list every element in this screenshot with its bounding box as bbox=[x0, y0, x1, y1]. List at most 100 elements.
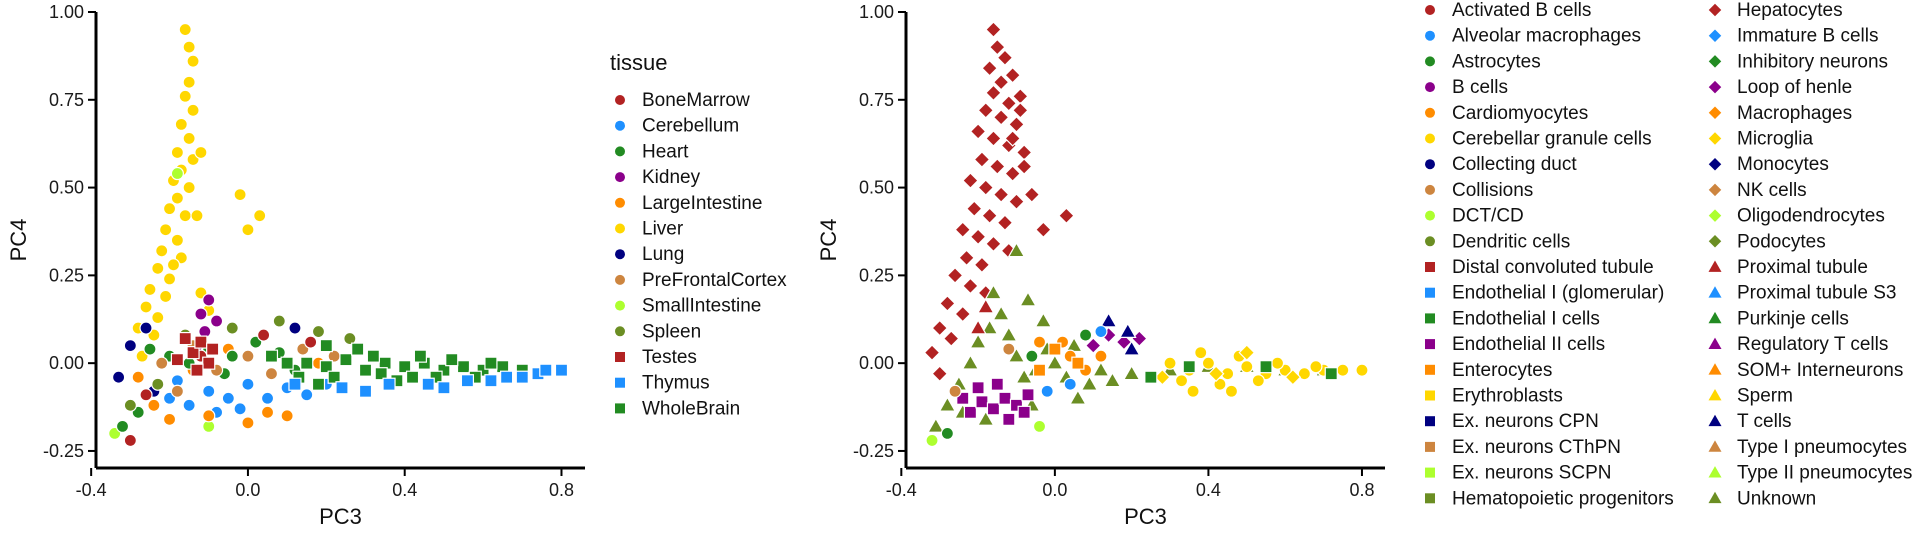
data-point-0-22 bbox=[143, 282, 157, 297]
y-tick-label: 0.75 bbox=[859, 90, 894, 110]
data-point-12-4 bbox=[460, 374, 475, 388]
data-point-3-2 bbox=[209, 314, 224, 328]
data-point-0-41 bbox=[1023, 186, 1041, 203]
data-point-0-24 bbox=[139, 300, 153, 314]
data-point-11-19 bbox=[351, 342, 365, 356]
legend-key-cardiomyocytes bbox=[1425, 107, 1435, 118]
data-point-1-31 bbox=[1034, 312, 1053, 328]
data-point-10-0 bbox=[1094, 324, 1108, 339]
data-point-0-19 bbox=[962, 172, 979, 189]
legend-label-thymus: Thymus bbox=[642, 373, 710, 394]
legend-key-wholebrain bbox=[615, 403, 625, 414]
legend-key-proximal-tubule bbox=[1708, 260, 1722, 272]
data-point-3-9 bbox=[1336, 363, 1350, 377]
data-point-0-16 bbox=[159, 223, 173, 237]
data-point-4-2 bbox=[1284, 368, 1302, 386]
data-point-1-4 bbox=[969, 333, 987, 349]
legend-key-endothelial-i-cells bbox=[1425, 313, 1435, 324]
data-point-10-6 bbox=[190, 363, 204, 377]
data-point-3-0 bbox=[1163, 356, 1177, 370]
legend-key-monocytes bbox=[1708, 157, 1722, 171]
legend-key-immature-b-cells bbox=[1708, 29, 1722, 42]
data-point-11-14 bbox=[327, 370, 341, 384]
data-point-3-1 bbox=[194, 307, 208, 321]
data-point-11-24 bbox=[319, 339, 333, 353]
legend-key-loop-of-henle bbox=[1708, 80, 1722, 94]
legend-label-monocytes: Monocytes bbox=[1737, 154, 1829, 175]
data-point-0-25 bbox=[151, 310, 165, 325]
data-point-3-13 bbox=[1251, 374, 1265, 388]
data-point-9-2 bbox=[1071, 356, 1085, 370]
data-point-0-39 bbox=[923, 344, 941, 361]
legend-key-hematopoietic-progenitors bbox=[1425, 493, 1435, 504]
data-point-6-0 bbox=[115, 419, 130, 433]
data-point-2-6 bbox=[971, 381, 985, 395]
data-point-9-0 bbox=[123, 398, 137, 412]
y-axis-title: PC4 bbox=[6, 219, 31, 262]
legend-key-dct-cd bbox=[1425, 210, 1435, 221]
data-point-0-35 bbox=[241, 223, 255, 237]
legend-title: tissue bbox=[610, 50, 667, 75]
data-point-10-1 bbox=[1040, 384, 1054, 398]
data-point-0-5 bbox=[186, 103, 200, 117]
data-point-3-14 bbox=[1194, 346, 1208, 360]
data-point-2-0 bbox=[170, 166, 184, 181]
x-tick-label: -0.4 bbox=[76, 480, 107, 500]
data-point-0-2 bbox=[996, 49, 1014, 66]
data-point-0-33 bbox=[233, 188, 247, 202]
data-point-10-2 bbox=[202, 356, 216, 370]
legend-label-hepatocytes: Hepatocytes bbox=[1737, 0, 1843, 21]
data-point-4-2 bbox=[202, 384, 216, 398]
legend-key-activated-b-cells bbox=[1425, 5, 1435, 15]
legend-label-collisions: Collisions bbox=[1452, 180, 1533, 201]
data-point-12-3 bbox=[421, 377, 435, 391]
legend-label-distal-convoluted-tubule: Distal convoluted tubule bbox=[1452, 257, 1654, 278]
x-tick-label: 0.4 bbox=[1196, 480, 1221, 500]
data-point-7-0 bbox=[155, 356, 169, 370]
legend-key-t-cells bbox=[1708, 414, 1722, 427]
data-point-0-40 bbox=[931, 365, 949, 383]
data-point-7-2 bbox=[1122, 340, 1141, 356]
data-point-5-1 bbox=[1259, 360, 1273, 374]
data-point-0-33 bbox=[962, 277, 979, 295]
data-point-0-45 bbox=[1011, 101, 1029, 119]
data-point-5-4 bbox=[260, 405, 275, 419]
data-point-3-17 bbox=[1309, 360, 1323, 374]
legend-label-cerebellar-granule-cells: Cerebellar granule cells bbox=[1452, 129, 1652, 150]
legend-key-ex-neurons-scpn bbox=[1425, 467, 1435, 478]
data-point-11-0 bbox=[280, 356, 294, 370]
data-point-1-0 bbox=[927, 417, 945, 433]
legend-key-largeintestine bbox=[615, 197, 625, 208]
data-point-5-3 bbox=[1144, 370, 1158, 384]
data-point-5-3 bbox=[241, 416, 255, 430]
data-point-9-5 bbox=[311, 324, 326, 339]
data-point-7-7 bbox=[170, 384, 184, 398]
x-axis-title: PC3 bbox=[319, 504, 362, 529]
data-point-6-5 bbox=[225, 349, 239, 363]
data-point-11-20 bbox=[311, 377, 326, 391]
legend-label-type-i-pneumocytes: Type I pneumocytes bbox=[1737, 437, 1907, 458]
data-point-11-25 bbox=[374, 367, 388, 381]
data-point-9-4 bbox=[272, 314, 286, 328]
data-point-5-1 bbox=[162, 412, 177, 426]
data-point-0-27 bbox=[969, 228, 987, 246]
legend-key-kidney bbox=[615, 172, 625, 183]
data-point-1-5 bbox=[980, 319, 999, 335]
data-point-0-17 bbox=[170, 233, 184, 247]
data-point-11-9 bbox=[456, 360, 471, 374]
data-point-1-22 bbox=[1103, 371, 1122, 388]
tissue-legend: tissue BoneMarrow Cerebellum Heart Kidney Lar… bbox=[610, 50, 787, 419]
legend-label-collecting-duct: Collecting duct bbox=[1452, 154, 1577, 175]
legend-label-loop-of-henle: Loop of henle bbox=[1737, 77, 1852, 98]
data-point-14-1 bbox=[969, 319, 987, 335]
data-point-11-1 bbox=[1025, 349, 1039, 363]
data-point-1-18 bbox=[1019, 290, 1037, 307]
data-point-0-4 bbox=[178, 89, 192, 103]
data-point-0-12 bbox=[182, 180, 196, 195]
x-tick-label: -0.4 bbox=[886, 480, 917, 500]
data-point-11-3 bbox=[339, 353, 353, 367]
data-point-2-5 bbox=[1021, 388, 1035, 402]
data-point-0-38 bbox=[942, 330, 960, 347]
y-tick-label: 0.25 bbox=[49, 265, 84, 285]
data-point-0-10 bbox=[992, 109, 1010, 126]
